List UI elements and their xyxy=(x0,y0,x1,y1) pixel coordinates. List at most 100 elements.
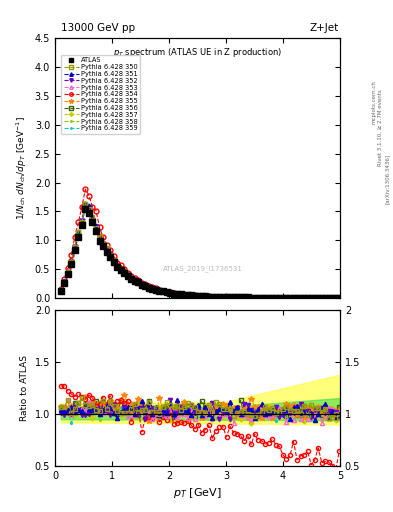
Pythia 6.428 356 xyxy=(337,295,342,301)
Pythia 6.428 355 xyxy=(337,295,342,301)
Pythia 6.428 354 xyxy=(337,295,342,301)
Text: [arXiv:1306.3436]: [arXiv:1306.3436] xyxy=(385,154,389,204)
Pythia 6.428 358 xyxy=(252,294,257,301)
Pythia 6.428 350 xyxy=(83,201,88,207)
Pythia 6.428 353 xyxy=(59,287,63,293)
X-axis label: $p_T$ [GeV]: $p_T$ [GeV] xyxy=(173,486,222,500)
Pythia 6.428 352 xyxy=(59,288,63,294)
Pythia 6.428 351 xyxy=(337,295,342,301)
Pythia 6.428 358 xyxy=(185,292,190,298)
Pythia 6.428 357 xyxy=(252,294,257,301)
Pythia 6.428 351 xyxy=(83,201,88,207)
Pythia 6.428 353 xyxy=(309,295,314,301)
Pythia 6.428 351 xyxy=(252,294,257,301)
ATLAS xyxy=(252,294,257,301)
Pythia 6.428 357 xyxy=(242,294,246,301)
Line: Pythia 6.428 355: Pythia 6.428 355 xyxy=(58,202,343,301)
Pythia 6.428 353 xyxy=(231,294,236,301)
Pythia 6.428 351 xyxy=(231,294,236,301)
Pythia 6.428 359 xyxy=(231,294,236,301)
Pythia 6.428 358 xyxy=(59,288,63,294)
ATLAS xyxy=(83,206,88,212)
Pythia 6.428 359 xyxy=(242,294,246,301)
Pythia 6.428 357 xyxy=(59,288,63,294)
Pythia 6.428 359 xyxy=(228,294,232,300)
Pythia 6.428 357 xyxy=(231,294,236,301)
ATLAS xyxy=(59,288,63,294)
ATLAS xyxy=(337,295,342,301)
Text: Z+Jet: Z+Jet xyxy=(310,23,339,33)
Legend: ATLAS, Pythia 6.428 350, Pythia 6.428 351, Pythia 6.428 352, Pythia 6.428 353, P: ATLAS, Pythia 6.428 350, Pythia 6.428 35… xyxy=(61,55,140,134)
Pythia 6.428 355 xyxy=(59,287,63,293)
Pythia 6.428 353 xyxy=(185,292,190,298)
Pythia 6.428 350 xyxy=(59,287,63,293)
Pythia 6.428 352 xyxy=(83,203,88,209)
Pythia 6.428 354 xyxy=(83,186,88,192)
Pythia 6.428 354 xyxy=(231,294,236,301)
Pythia 6.428 352 xyxy=(231,294,236,301)
Pythia 6.428 350 xyxy=(242,294,246,301)
Pythia 6.428 357 xyxy=(83,202,88,208)
Pythia 6.428 355 xyxy=(185,292,190,298)
Pythia 6.428 356 xyxy=(185,292,190,298)
Text: Rivet 3.1.10, ≥ 2.7M events: Rivet 3.1.10, ≥ 2.7M events xyxy=(378,90,383,166)
Pythia 6.428 352 xyxy=(252,294,257,301)
Line: Pythia 6.428 354: Pythia 6.428 354 xyxy=(58,187,342,300)
Pythia 6.428 350 xyxy=(337,295,342,301)
Pythia 6.428 359 xyxy=(59,288,63,294)
Pythia 6.428 356 xyxy=(228,294,232,300)
Pythia 6.428 353 xyxy=(242,294,246,301)
Pythia 6.428 351 xyxy=(59,287,63,293)
Pythia 6.428 357 xyxy=(309,295,314,301)
Pythia 6.428 350 xyxy=(231,294,236,301)
Pythia 6.428 358 xyxy=(309,295,314,301)
Line: Pythia 6.428 352: Pythia 6.428 352 xyxy=(58,204,342,300)
Text: ATLAS_2019_I1736531: ATLAS_2019_I1736531 xyxy=(163,265,243,272)
Pythia 6.428 357 xyxy=(185,292,190,298)
Pythia 6.428 352 xyxy=(185,292,190,298)
Pythia 6.428 357 xyxy=(228,294,232,300)
Pythia 6.428 351 xyxy=(309,295,314,301)
Line: Pythia 6.428 350: Pythia 6.428 350 xyxy=(58,201,342,300)
Pythia 6.428 351 xyxy=(228,294,232,300)
Pythia 6.428 359 xyxy=(83,205,88,211)
Line: Pythia 6.428 358: Pythia 6.428 358 xyxy=(59,206,342,300)
Pythia 6.428 350 xyxy=(309,295,314,301)
Pythia 6.428 354 xyxy=(185,292,190,298)
Line: Pythia 6.428 353: Pythia 6.428 353 xyxy=(58,207,342,300)
Line: Pythia 6.428 359: Pythia 6.428 359 xyxy=(59,206,342,300)
Pythia 6.428 355 xyxy=(242,294,246,301)
Pythia 6.428 352 xyxy=(228,294,232,300)
Pythia 6.428 356 xyxy=(252,294,257,301)
Line: Pythia 6.428 351: Pythia 6.428 351 xyxy=(58,201,342,300)
Pythia 6.428 354 xyxy=(228,294,232,300)
Pythia 6.428 357 xyxy=(337,295,342,301)
Text: mcplots.cern.ch: mcplots.cern.ch xyxy=(372,80,376,124)
Line: ATLAS: ATLAS xyxy=(58,206,343,301)
Pythia 6.428 355 xyxy=(252,294,257,301)
Pythia 6.428 359 xyxy=(309,295,314,301)
Pythia 6.428 356 xyxy=(309,295,314,301)
Y-axis label: $1/N_\mathrm{ch}\;dN_\mathrm{ch}/dp_T$ [GeV$^{-1}$]: $1/N_\mathrm{ch}\;dN_\mathrm{ch}/dp_T$ [… xyxy=(15,116,29,220)
Pythia 6.428 355 xyxy=(83,202,88,208)
Pythia 6.428 358 xyxy=(231,294,236,301)
Pythia 6.428 355 xyxy=(231,294,236,301)
Pythia 6.428 352 xyxy=(242,294,246,301)
Pythia 6.428 356 xyxy=(242,294,246,301)
Pythia 6.428 356 xyxy=(83,201,88,207)
Pythia 6.428 350 xyxy=(252,294,257,301)
Pythia 6.428 354 xyxy=(242,294,246,301)
Pythia 6.428 356 xyxy=(231,294,236,301)
Pythia 6.428 354 xyxy=(59,286,63,292)
Pythia 6.428 354 xyxy=(252,294,257,301)
Pythia 6.428 353 xyxy=(83,206,88,212)
Pythia 6.428 355 xyxy=(309,295,314,301)
Pythia 6.428 358 xyxy=(228,294,232,301)
ATLAS xyxy=(185,292,190,298)
Pythia 6.428 358 xyxy=(83,205,88,211)
Pythia 6.428 354 xyxy=(309,295,314,301)
ATLAS xyxy=(309,295,314,301)
Pythia 6.428 352 xyxy=(337,295,342,301)
Pythia 6.428 351 xyxy=(242,294,246,301)
Pythia 6.428 350 xyxy=(228,294,232,300)
